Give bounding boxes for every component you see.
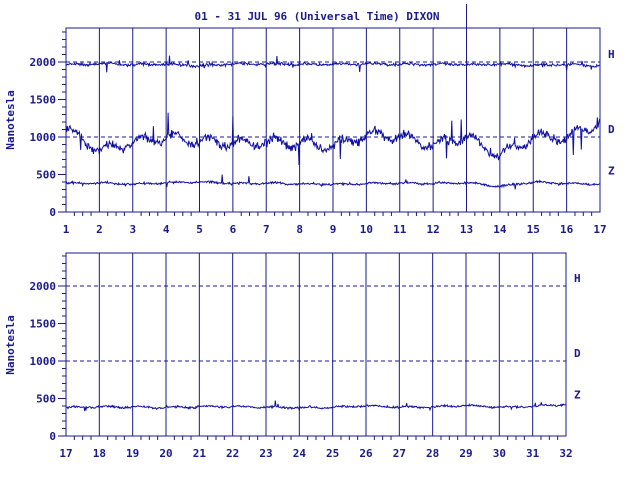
series-label-Z: Z [608, 164, 615, 177]
x-tick-label: 13 [460, 223, 473, 236]
series-trace-Z [65, 174, 601, 190]
y-tick-label: 2000 [30, 280, 57, 293]
y-tick-label: 1000 [30, 355, 57, 368]
y-tick-label: 0 [49, 206, 56, 219]
x-tick-label: 3 [129, 223, 136, 236]
x-tick-label: 27 [393, 447, 406, 460]
x-tick-label: 20 [159, 447, 172, 460]
x-tick-label: 9 [330, 223, 337, 236]
series-label-D: D [608, 123, 615, 136]
series-label-H: H [574, 272, 581, 285]
y-axis-label: Nanotesla [4, 90, 17, 150]
plot-frame [65, 252, 567, 437]
series-label-Z: Z [574, 388, 581, 401]
x-tick-label: 7 [263, 223, 270, 236]
chart-title: 01 - 31 JUL 96 (Universal Time) DIXON [194, 10, 439, 23]
x-tick-label: 1 [63, 223, 70, 236]
x-tick-label: 29 [459, 447, 472, 460]
y-axis-label: Nanotesla [4, 315, 17, 375]
x-tick-label: 31 [526, 447, 540, 460]
x-tick-label: 18 [93, 447, 106, 460]
x-tick-label: 21 [193, 447, 207, 460]
x-tick-label: 8 [296, 223, 303, 236]
x-tick-label: 23 [259, 447, 272, 460]
series-trace-H [65, 55, 601, 73]
series-trace-Z [65, 400, 566, 412]
y-tick-label: 1000 [30, 131, 57, 144]
x-tick-label: 2 [96, 223, 103, 236]
y-tick-label: 2000 [30, 56, 57, 69]
x-tick-label: 14 [493, 223, 507, 236]
x-tick-label: 32 [559, 447, 572, 460]
x-tick-label: 26 [359, 447, 373, 460]
y-tick-label: 1500 [30, 318, 57, 331]
x-tick-label: 17 [59, 447, 72, 460]
x-tick-label: 22 [226, 447, 239, 460]
y-tick-label: 500 [36, 169, 56, 182]
x-tick-label: 16 [560, 223, 574, 236]
x-tick-label: 11 [393, 223, 407, 236]
x-tick-label: 19 [126, 447, 139, 460]
x-tick-label: 5 [196, 223, 203, 236]
chart-panel-bottom: 0 500 1000 1500 2000 Nanotesla 17 18 19 20 21 22 23 2… [4, 252, 581, 460]
x-tick-label: 24 [293, 447, 307, 460]
x-tick-label: 6 [230, 223, 237, 236]
x-tick-label: 4 [163, 223, 170, 236]
x-tick-label: 28 [426, 447, 439, 460]
x-tick-label: 25 [326, 447, 339, 460]
y-tick-label: 1500 [30, 94, 57, 107]
series-trace-D [65, 112, 601, 166]
series-label-D: D [574, 347, 581, 360]
y-tick-label: 500 [36, 393, 56, 406]
x-tick-label: 12 [427, 223, 440, 236]
y-tick-label: 0 [49, 430, 56, 443]
series-label-H: H [608, 48, 615, 61]
x-tick-label: 10 [360, 223, 373, 236]
x-tick-label: 15 [527, 223, 540, 236]
x-tick-label: 17 [593, 223, 606, 236]
x-tick-label: 30 [493, 447, 506, 460]
